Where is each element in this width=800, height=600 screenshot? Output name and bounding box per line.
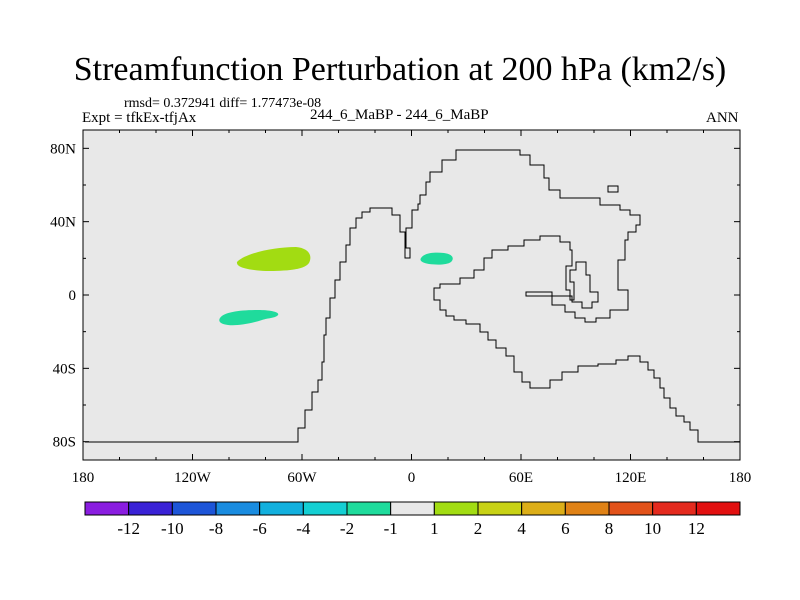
chart-title: Streamfunction Perturbation at 200 hPa (…	[73, 51, 727, 88]
colorbar-swatch	[390, 501, 435, 516]
x-tick-label: 0	[408, 470, 416, 486]
x-tick-label: 120E	[615, 470, 647, 486]
negative-anomaly-feature-atlantic	[420, 252, 453, 265]
y-tick-label: 80S	[53, 435, 76, 451]
case-label: 244_6_MaBP - 244_6_MaBP	[310, 107, 489, 123]
positive-anomaly-feature	[236, 247, 311, 271]
negative-anomaly-feature-south	[219, 310, 279, 326]
colorbar-label: -4	[296, 519, 311, 538]
y-axis: 80N 40N 0 40S 80S	[50, 141, 740, 451]
colorbar-label: -1	[384, 519, 398, 538]
colorbar-label: 8	[605, 519, 614, 538]
colorbar-swatch	[564, 501, 610, 516]
x-tick-label: 60W	[287, 470, 317, 486]
colorbar-label: 10	[644, 519, 661, 538]
colorbar-label: 4	[517, 519, 526, 538]
colorbar-label: -8	[209, 519, 223, 538]
colorbar-label: 1	[430, 519, 439, 538]
colorbar-label: -12	[117, 519, 140, 538]
y-tick-label: 0	[69, 288, 77, 304]
stats-line: rmsd= 0.372941 diff= 1.77473e-08	[124, 96, 322, 111]
colorbar-label: -2	[340, 519, 354, 538]
colorbar-label: -6	[253, 519, 267, 538]
x-axis: 180 120W 60W 0 60E 120E 180	[72, 130, 752, 486]
x-tick-label: 180	[72, 470, 95, 486]
x-tick-label: 60E	[509, 470, 533, 486]
colorbar-swatch	[521, 501, 566, 516]
season-label: ANN	[706, 110, 739, 126]
colorbar-swatch	[652, 501, 697, 516]
colorbar-label: -10	[161, 519, 184, 538]
experiment-label: Expt = tfkEx-tfjAx	[82, 110, 197, 126]
x-tick-label: 180	[729, 470, 752, 486]
y-tick-label: 40S	[53, 361, 76, 377]
colorbar-swatch	[215, 501, 261, 516]
colorbar-swatch	[433, 501, 479, 516]
colorbar-swatch	[477, 501, 523, 516]
plot-background	[83, 130, 740, 460]
y-tick-label: 80N	[50, 141, 76, 157]
colorbar-swatch	[695, 501, 741, 516]
continent-outline	[85, 149, 740, 443]
colorbar-label: 6	[561, 519, 570, 538]
y-tick-label: 40N	[50, 215, 76, 231]
colorbar: -12 -10 -8 -6 -4 -2 -1 1 2 4 6 8 10 12	[84, 501, 741, 538]
colorbar-label: 2	[474, 519, 483, 538]
colorbar-label: 12	[688, 519, 705, 538]
colorbar-swatch	[171, 501, 217, 516]
colorbar-swatch	[259, 501, 304, 516]
colorbar-swatch	[346, 501, 392, 516]
colorbar-swatch	[84, 501, 130, 516]
colorbar-swatch	[302, 501, 348, 516]
colorbar-swatch	[128, 501, 173, 516]
x-tick-label: 120W	[174, 470, 212, 486]
colorbar-swatch	[608, 501, 654, 516]
